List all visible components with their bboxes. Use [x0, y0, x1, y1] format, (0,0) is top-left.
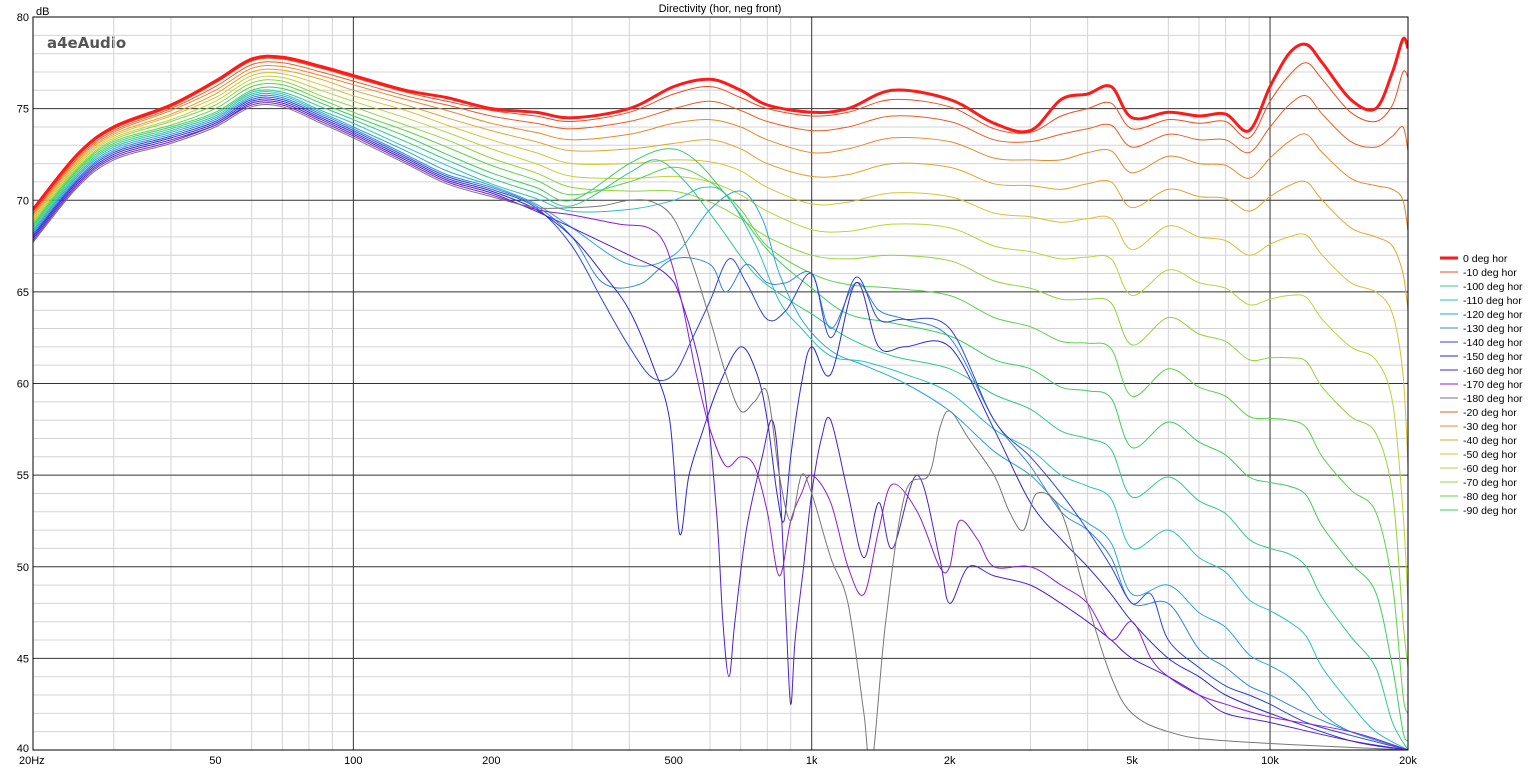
axis-ticks: 20Hz 50 100 200 500 1k 2k 5k 10k 20k 45 50 55 60 65 70 7… [17, 12, 1418, 767]
legend-label: -130 deg hor [1463, 323, 1523, 335]
x-tick-label: 5k [1126, 755, 1138, 767]
legend-label: -50 deg hor [1463, 449, 1517, 461]
x-tick-label: 1k [806, 755, 818, 767]
legend-label: -40 deg hor [1463, 435, 1517, 447]
series-line-neg-150-deg-hor [33, 98, 1408, 750]
x-tick-label: 500 [665, 755, 683, 767]
legend-label: -150 deg hor [1463, 351, 1523, 363]
series-line-neg-130-deg-hor [33, 94, 1408, 750]
legend-label: -170 deg hor [1463, 379, 1523, 391]
series-line-neg-80-deg-hor [33, 82, 1408, 714]
series-line-0-deg-hor [33, 36, 1408, 211]
series-line-neg-90-deg-hor [33, 86, 1408, 742]
series-line-neg-60-deg-hor [33, 75, 1408, 604]
legend-label: -90 deg hor [1463, 505, 1517, 517]
legend-label: -180 deg hor [1463, 393, 1523, 405]
series-line-neg-100-deg-hor [33, 89, 1408, 750]
series-lines [33, 36, 1408, 750]
y-tick-label: 55 [17, 470, 29, 482]
x-tick-label: 100 [344, 755, 362, 767]
legend: 0 deg hor -10 deg hor -100 deg hor -110 deg… [1440, 253, 1523, 517]
legend-label: -140 deg hor [1463, 337, 1523, 349]
series-line-neg-10-deg-hor [33, 57, 1408, 212]
legend-label: -30 deg hor [1463, 421, 1517, 433]
legend-label: -110 deg hor [1463, 295, 1522, 307]
x-tick-label: 10k [1261, 755, 1279, 767]
legend-label: -60 deg hor [1463, 463, 1517, 475]
y-tick-label: 65 [17, 287, 29, 299]
series-line-neg-40-deg-hor [33, 68, 1408, 311]
x-tick-label: 2k [944, 755, 956, 767]
x-tick-label: 20k [1399, 755, 1417, 767]
legend-label: -10 deg hor [1463, 267, 1517, 279]
legend-label: -160 deg hor [1463, 365, 1523, 377]
chart-title: Directivity (hor, neg front) [659, 3, 782, 15]
y-tick-label: 70 [17, 195, 29, 207]
legend-label: -70 deg hor [1463, 477, 1517, 489]
series-line-neg-120-deg-hor [33, 92, 1408, 750]
series-line-neg-160-deg-hor [33, 100, 1408, 750]
x-tick-label: 20Hz [19, 755, 45, 767]
y-tick-label: 45 [17, 653, 29, 665]
legend-label: -100 deg hor [1463, 281, 1523, 293]
legend-label: -80 deg hor [1463, 491, 1517, 503]
x-tick-label: 50 [209, 755, 221, 767]
series-line-neg-110-deg-hor [33, 91, 1408, 750]
y-axis-label: dB [36, 6, 49, 18]
series-line-neg-140-deg-hor [33, 96, 1408, 750]
y-tick-label: 40 [17, 743, 29, 755]
series-line-neg-30-deg-hor [33, 64, 1408, 232]
y-tick-label: 75 [17, 104, 29, 116]
watermark-logo: a4eAudio [47, 34, 126, 52]
y-tick-label: 60 [17, 379, 29, 391]
series-line-neg-20-deg-hor [33, 61, 1408, 214]
x-tick-label: 200 [482, 755, 500, 767]
legend-label: -20 deg hor [1463, 407, 1517, 419]
grid [33, 16, 1408, 750]
series-line-neg-50-deg-hor [33, 72, 1408, 467]
plot-frame [32, 16, 1409, 751]
series-line-neg-70-deg-hor [33, 79, 1408, 668]
legend-label: -120 deg hor [1463, 309, 1523, 321]
series-line-neg-180-deg-hor [33, 103, 1408, 750]
y-tick-label: 50 [17, 562, 29, 574]
legend-label: 0 deg hor [1463, 253, 1508, 265]
y-tick-label: 80 [17, 12, 29, 24]
